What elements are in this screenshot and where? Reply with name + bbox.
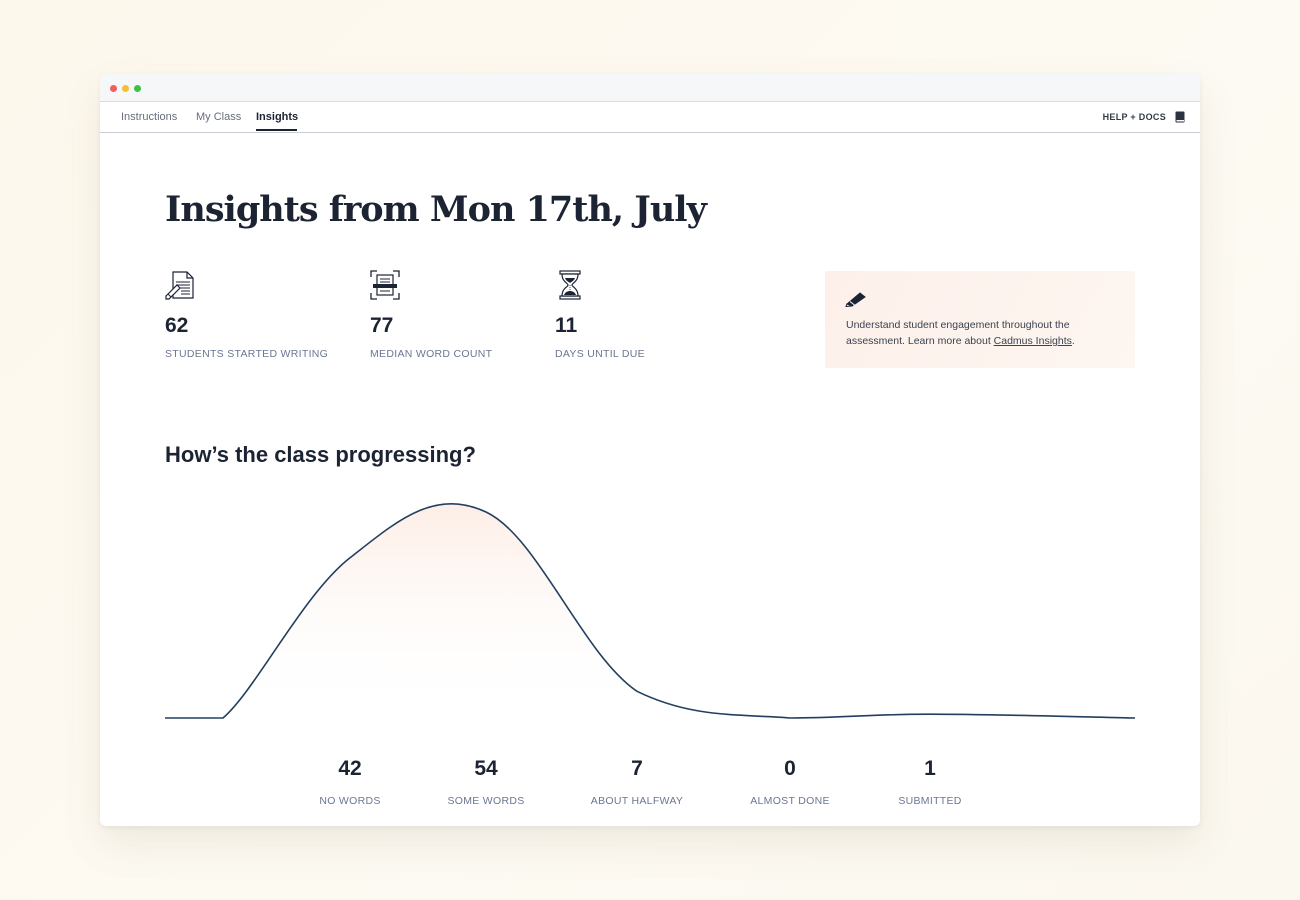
stat-days-until-due: 11 DAYS UNTIL DUE: [555, 270, 645, 360]
bucket-value: 0: [784, 757, 796, 780]
bucket-value: 54: [474, 757, 498, 780]
hourglass-icon: [559, 270, 581, 300]
active-tab-indicator: [256, 129, 297, 131]
progress-chart: [165, 503, 1136, 719]
bucket-some-words: 54 SOME WORDS: [436, 757, 536, 807]
stat-label: MEDIAN WORD COUNT: [370, 348, 493, 360]
document-pen-icon: [165, 271, 194, 300]
page-title: Insights from Mon 17th, July: [165, 189, 707, 230]
document-scan-icon: [370, 270, 400, 300]
stat-value: 77: [370, 314, 394, 337]
tab-instructions[interactable]: Instructions: [121, 111, 178, 123]
insights-info-card: Understand student engagement throughout…: [825, 271, 1135, 368]
bucket-label: SUBMITTED: [898, 795, 962, 807]
top-nav: Instructions My Class Insights HELP + DO…: [100, 102, 1200, 133]
bucket-label: SOME WORDS: [447, 795, 525, 807]
stat-median-word-count: 77 MEDIAN WORD COUNT: [370, 270, 492, 360]
bucket-no-words: 42 NO WORDS: [300, 757, 400, 807]
tab-my-class[interactable]: My Class: [196, 111, 242, 123]
chart-series-line: [165, 503, 1136, 719]
chart-area-fill: [165, 503, 1135, 718]
info-text-after: .: [1071, 335, 1075, 347]
cadmus-insights-link[interactable]: Cadmus Insights: [993, 335, 1072, 347]
maximize-window-button[interactable]: [134, 85, 141, 92]
stat-students-started: 62 STUDENTS STARTED WRITING: [165, 270, 328, 360]
minimize-window-button[interactable]: [122, 85, 129, 92]
stat-value: 62: [165, 314, 189, 337]
pencil-icon: [845, 292, 866, 307]
bucket-label: NO WORDS: [319, 795, 381, 807]
bucket-value: 1: [924, 757, 936, 780]
bucket-value: 42: [338, 757, 362, 780]
stat-value: 11: [555, 314, 578, 337]
app-window: Instructions My Class Insights HELP + DO…: [100, 74, 1200, 826]
section-title: How’s the class progressing?: [165, 442, 476, 467]
bucket-about-halfway: 7 ABOUT HALFWAY: [577, 757, 697, 807]
bucket-label: ABOUT HALFWAY: [590, 795, 684, 807]
bucket-submitted: 1 SUBMITTED: [880, 757, 980, 807]
bucket-almost-done: 0 ALMOST DONE: [740, 757, 840, 807]
book-icon[interactable]: [1175, 111, 1185, 123]
bucket-value: 7: [631, 757, 643, 780]
tab-insights[interactable]: Insights: [256, 111, 299, 123]
stat-label: STUDENTS STARTED WRITING: [165, 348, 329, 360]
stat-label: DAYS UNTIL DUE: [555, 348, 645, 360]
info-text-before: Understand student engagement throughout…: [846, 319, 1070, 347]
bucket-label: ALMOST DONE: [750, 795, 830, 807]
close-window-button[interactable]: [110, 85, 117, 92]
help-docs-link[interactable]: HELP + DOCS: [1102, 112, 1166, 122]
info-card-text: Understand student engagement throughout…: [846, 317, 1116, 349]
window-titlebar: [100, 74, 1200, 102]
